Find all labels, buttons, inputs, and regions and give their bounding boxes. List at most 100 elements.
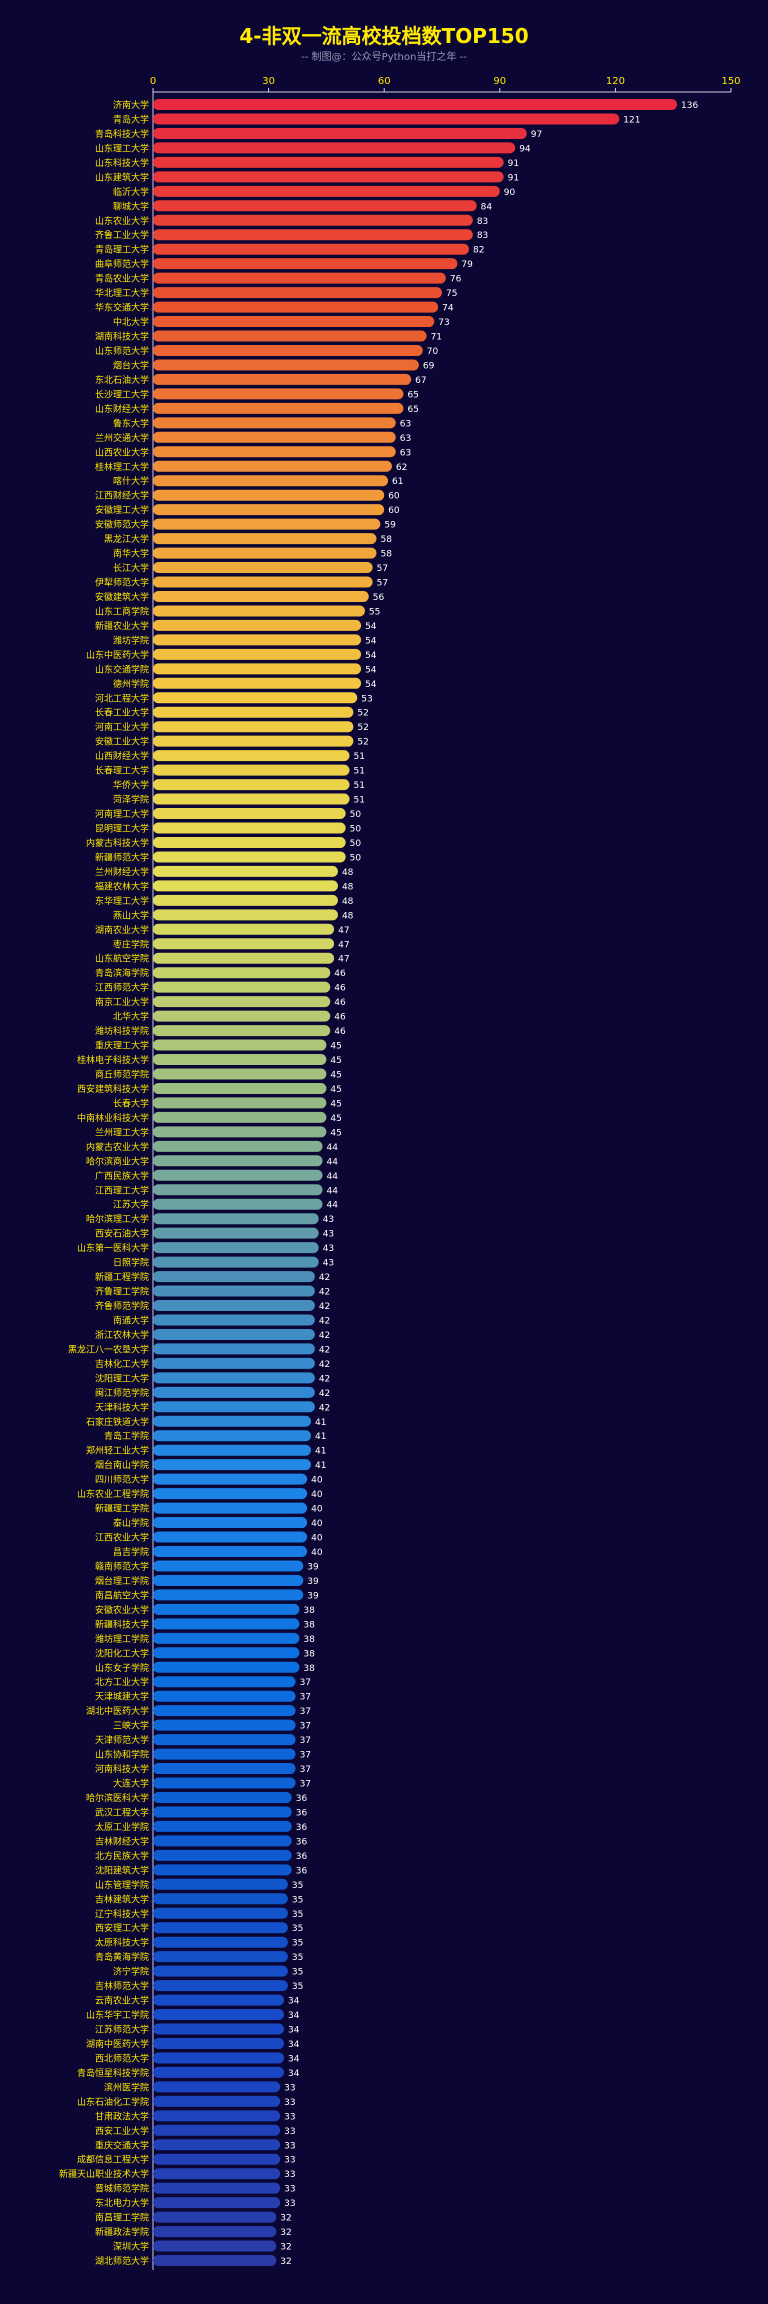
- y-tick-label: 湖北师范大学: [95, 2255, 149, 2267]
- y-tick-label: 潍坊科技学院: [95, 1025, 149, 1037]
- data-label: 33: [284, 2127, 295, 2137]
- y-tick-label: 东华理工大学: [95, 895, 149, 907]
- data-label: 36: [296, 1866, 308, 1876]
- y-tick-label: 中南林业科技大学: [77, 1112, 149, 1124]
- data-label: 50: [350, 810, 362, 820]
- bar: [153, 923, 335, 935]
- y-tick-label: 烟台大学: [113, 359, 149, 371]
- bar: [153, 1574, 304, 1586]
- y-tick-label: 兰州财经大学: [95, 866, 149, 878]
- data-label: 73: [438, 318, 449, 328]
- data-label: 69: [423, 361, 435, 371]
- y-tick-label: 黑龙江大学: [104, 533, 149, 545]
- data-label: 37: [300, 1707, 311, 1717]
- y-tick-label: 沈阳理工大学: [95, 1372, 149, 1384]
- data-label: 42: [319, 1316, 330, 1326]
- bar: [153, 156, 504, 168]
- data-label: 42: [319, 1360, 330, 1370]
- bar: [153, 1517, 308, 1529]
- y-tick-label: 河南科技大学: [95, 1763, 149, 1775]
- data-label: 62: [396, 463, 407, 473]
- data-label: 45: [330, 1099, 341, 1109]
- data-label: 41: [315, 1461, 326, 1471]
- bar: [153, 518, 381, 530]
- y-tick-label: 湖南中医药大学: [86, 2038, 149, 2050]
- data-label: 97: [531, 130, 542, 140]
- bar: [153, 2153, 281, 2165]
- y-tick-label: 潍坊理工学院: [95, 1633, 149, 1645]
- data-label: 65: [407, 405, 418, 415]
- bar: [153, 2168, 281, 2180]
- bar: [153, 504, 385, 516]
- y-tick-label: 南华大学: [113, 548, 149, 560]
- y-tick-label: 武汉工程大学: [95, 1806, 149, 1818]
- y-tick-label: 桂林理工大学: [95, 461, 149, 473]
- data-label: 44: [327, 1201, 339, 1211]
- data-label: 35: [292, 1895, 303, 1905]
- y-tick-label: 商丘师范学院: [95, 1068, 149, 1080]
- bar: [153, 2009, 285, 2021]
- bar: [153, 1430, 311, 1442]
- bar: [153, 2255, 277, 2267]
- data-label: 52: [357, 723, 368, 733]
- y-tick-label: 山东第一医科大学: [77, 1242, 149, 1254]
- bar: [153, 1907, 288, 1919]
- y-tick-label: 黑龙江八一农垦大学: [68, 1343, 149, 1355]
- y-tick-label: 江西农业大学: [95, 1532, 149, 1544]
- data-label: 45: [330, 1128, 341, 1138]
- bar: [153, 1618, 300, 1630]
- bar: [153, 258, 458, 270]
- chart-title: 4-非双一流高校投档数TOP150: [239, 24, 529, 48]
- y-tick-label: 青岛理工大学: [95, 244, 149, 256]
- bar: [153, 721, 354, 733]
- y-tick-label: 大连大学: [113, 1778, 149, 1790]
- data-label: 33: [284, 2098, 295, 2108]
- bar: [153, 1878, 288, 1890]
- y-tick-label: 江苏大学: [113, 1199, 149, 1211]
- data-label: 47: [338, 926, 349, 936]
- y-tick-label: 齐鲁师范学院: [95, 1300, 149, 1312]
- bar: [153, 1502, 308, 1514]
- data-label: 35: [292, 1924, 303, 1934]
- bar: [153, 1965, 288, 1977]
- bar: [153, 692, 358, 704]
- bar: [153, 1835, 292, 1847]
- data-label: 74: [442, 304, 454, 314]
- bar: [153, 489, 385, 501]
- bar: [153, 1314, 315, 1326]
- y-tick-label: 济宁学院: [113, 1966, 149, 1978]
- y-tick-label: 山东工商学院: [95, 605, 149, 617]
- y-tick-label: 烟台南山学院: [95, 1459, 149, 1471]
- y-tick-label: 山东石油化工学院: [77, 2096, 149, 2108]
- y-tick-label: 吉林财经大学: [95, 1835, 149, 1847]
- bar: [153, 1242, 319, 1254]
- x-tick-label: 0: [150, 76, 156, 87]
- data-label: 37: [300, 1751, 311, 1761]
- bar: [153, 1676, 296, 1688]
- data-label: 40: [311, 1476, 323, 1486]
- bar: [153, 1690, 296, 1702]
- bar: [153, 99, 678, 110]
- bar: [153, 562, 373, 574]
- bar: [153, 1994, 285, 2006]
- y-tick-label: 新疆理工学院: [95, 1503, 149, 1515]
- y-tick-label: 江苏师范大学: [95, 2024, 149, 2036]
- y-tick-label: 山东农业大学: [95, 215, 149, 227]
- bar: [153, 822, 346, 834]
- y-tick-label: 长春工业大学: [95, 707, 149, 719]
- y-tick-label: 安徽工业大学: [95, 736, 149, 748]
- y-tick-label: 湖南农业大学: [95, 924, 149, 936]
- data-label: 51: [354, 767, 365, 777]
- data-label: 34: [288, 2069, 300, 2079]
- bar: [153, 1097, 327, 1109]
- bar: [153, 1025, 331, 1037]
- data-label: 32: [280, 2257, 291, 2267]
- bar: [153, 677, 362, 689]
- data-label: 48: [342, 882, 354, 892]
- data-label: 39: [307, 1591, 319, 1601]
- data-label: 33: [284, 2083, 295, 2093]
- data-label: 46: [334, 969, 346, 979]
- data-label: 60: [388, 492, 400, 502]
- x-tick-label: 30: [262, 76, 275, 87]
- y-tick-label: 伊犁师范大学: [95, 577, 149, 589]
